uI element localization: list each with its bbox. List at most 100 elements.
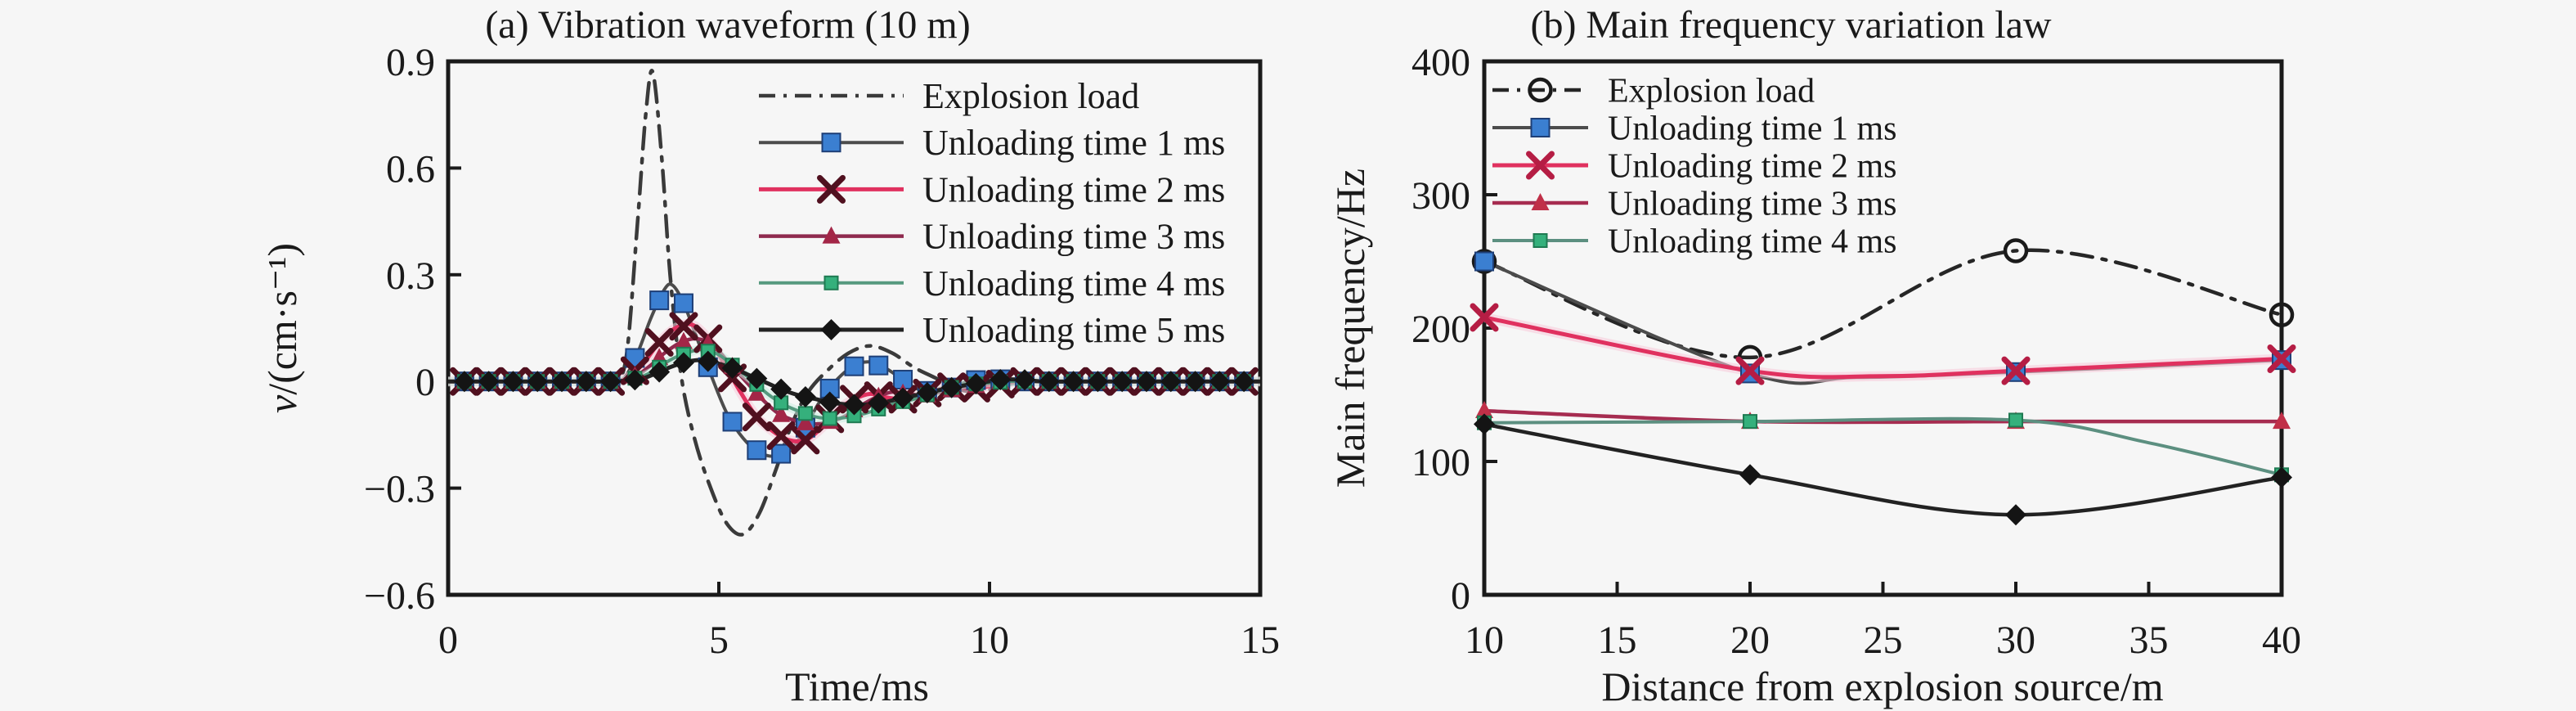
square-marker — [722, 412, 743, 432]
plot-border — [446, 59, 1263, 597]
x-stroke — [644, 327, 674, 357]
diamond-marker — [624, 369, 646, 391]
chart-b: (b) Main frequency variation law Main fr… — [1327, 3, 2301, 709]
diamond-marker — [2005, 504, 2026, 526]
diamond-marker — [2271, 466, 2292, 488]
diamond-marker — [502, 371, 524, 393]
x-marker — [791, 425, 820, 455]
open-circle-marker — [2269, 302, 2295, 327]
legend-item: Unloading time 3 ms — [1492, 185, 1896, 223]
chart-b-x-axis-label: Distance from explosion source/m — [1601, 664, 2163, 709]
x-marker — [2267, 344, 2296, 373]
diamond-marker — [599, 371, 622, 393]
series-line — [1484, 416, 2282, 477]
x-stroke — [817, 174, 846, 204]
small-square-marker — [2008, 412, 2023, 428]
diamond-marker — [551, 371, 573, 393]
y-tick-label: 0.6 — [386, 147, 435, 191]
chart-a-x-axis-label: Time/ms — [785, 664, 929, 709]
y-tick-label: 200 — [1411, 308, 1470, 351]
square-marker — [821, 133, 841, 153]
x-marker — [669, 312, 698, 341]
open-circle-marker — [1528, 77, 1553, 103]
small-square-marker — [1743, 414, 1757, 430]
x-marker — [817, 174, 846, 204]
legend-label: Unloading time 4 ms — [922, 263, 1225, 304]
diamond-marker — [1160, 371, 1182, 393]
diamond-marker — [843, 394, 865, 416]
diamond-marker — [648, 361, 671, 383]
square-marker — [673, 293, 693, 313]
diamond-marker — [794, 386, 816, 408]
legend-label: Explosion load — [922, 76, 1139, 116]
legend-item: Explosion load — [759, 76, 1139, 116]
series-line — [1484, 248, 2282, 360]
diamond-marker — [1014, 369, 1036, 391]
x-marker — [2001, 356, 2031, 385]
y-tick-label: 100 — [1411, 441, 1470, 484]
legend-item: Unloading time 4 ms — [1492, 223, 1896, 260]
chart-b-y-axis-label: Main frequency/Hz — [1327, 169, 1373, 488]
y-tick-label: 300 — [1411, 174, 1470, 218]
square-marker — [1530, 118, 1551, 137]
x-stroke — [1470, 303, 1499, 332]
x-stroke — [2001, 356, 2031, 385]
legend-item: Unloading time 1 ms — [759, 123, 1225, 163]
x-marker — [1526, 151, 1555, 180]
chart-a-title: (a) Vibration waveform (10 m) — [485, 3, 970, 47]
x-tick-label: 30 — [1996, 619, 2035, 662]
x-tick-label: 10 — [1465, 619, 1504, 662]
square-marker — [771, 443, 792, 464]
legend-label: Unloading time 2 ms — [922, 169, 1225, 209]
chart-a-y-axis-label: v/(cm·s⁻¹) — [259, 243, 305, 413]
small-square-marker — [822, 411, 837, 426]
x-tick-label: 0 — [438, 619, 458, 662]
diamond-marker — [1184, 371, 1206, 393]
legend-label: Unloading time 1 ms — [922, 123, 1225, 163]
diamond-marker — [672, 352, 694, 374]
x-stroke — [791, 425, 820, 455]
y-tick-label: 0 — [415, 361, 435, 404]
x-stroke — [2267, 344, 2296, 373]
diamond-marker — [721, 357, 743, 379]
triangle-marker — [1475, 401, 1493, 419]
legend-item: Unloading time 2 ms — [1492, 147, 1896, 185]
x-tick-label: 10 — [970, 619, 1009, 662]
small-square-marker — [824, 275, 839, 290]
square-marker — [649, 290, 670, 311]
x-stroke — [669, 312, 698, 341]
y-tick-label: 0 — [1451, 574, 1470, 618]
diamond-marker — [868, 392, 890, 414]
series-marker-layer — [1470, 238, 2296, 526]
x-marker — [766, 421, 796, 450]
diamond-marker — [575, 371, 597, 393]
diamond-marker — [478, 371, 500, 393]
diamond-marker — [940, 376, 963, 398]
triangle-marker — [674, 331, 693, 349]
y-tick-label: 0.9 — [386, 41, 435, 84]
y-tick-label: −0.3 — [364, 468, 435, 511]
diamond-marker — [819, 391, 841, 413]
diamond-marker — [892, 387, 914, 409]
square-marker — [1474, 251, 1494, 272]
small-square-marker — [1533, 233, 1548, 248]
x-tick-label: 40 — [2262, 619, 2301, 662]
square-marker — [747, 440, 767, 461]
legend-item: Unloading time 5 ms — [759, 310, 1225, 350]
chart-b-title: (b) Main frequency variation law — [1530, 3, 2051, 47]
x-marker — [644, 327, 674, 357]
series-line — [1484, 315, 2282, 380]
diamond-marker — [1209, 371, 1231, 393]
triangle-marker — [1531, 193, 1550, 210]
diamond-marker — [746, 367, 768, 389]
triangle-marker — [822, 226, 841, 244]
x-marker — [742, 403, 771, 432]
y-tick-label: −0.6 — [364, 574, 435, 618]
square-marker — [844, 356, 864, 376]
triangle-marker — [747, 383, 766, 401]
x-tick-label: 35 — [2129, 619, 2169, 662]
legend-item: Unloading time 2 ms — [759, 169, 1225, 209]
